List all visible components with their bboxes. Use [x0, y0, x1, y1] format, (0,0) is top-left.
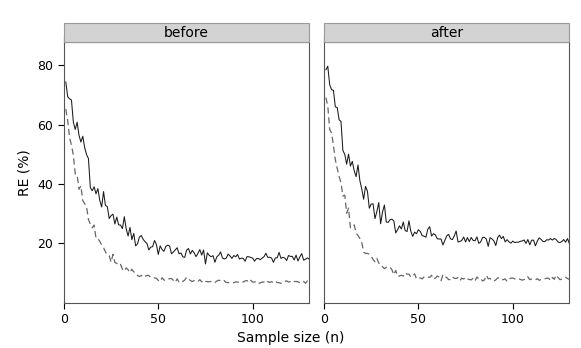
Text: Sample size (n): Sample size (n): [237, 331, 344, 345]
FancyBboxPatch shape: [64, 23, 309, 42]
FancyBboxPatch shape: [324, 23, 569, 42]
Y-axis label: RE (%): RE (%): [18, 149, 32, 196]
Text: before: before: [164, 26, 209, 40]
Text: after: after: [430, 26, 463, 40]
